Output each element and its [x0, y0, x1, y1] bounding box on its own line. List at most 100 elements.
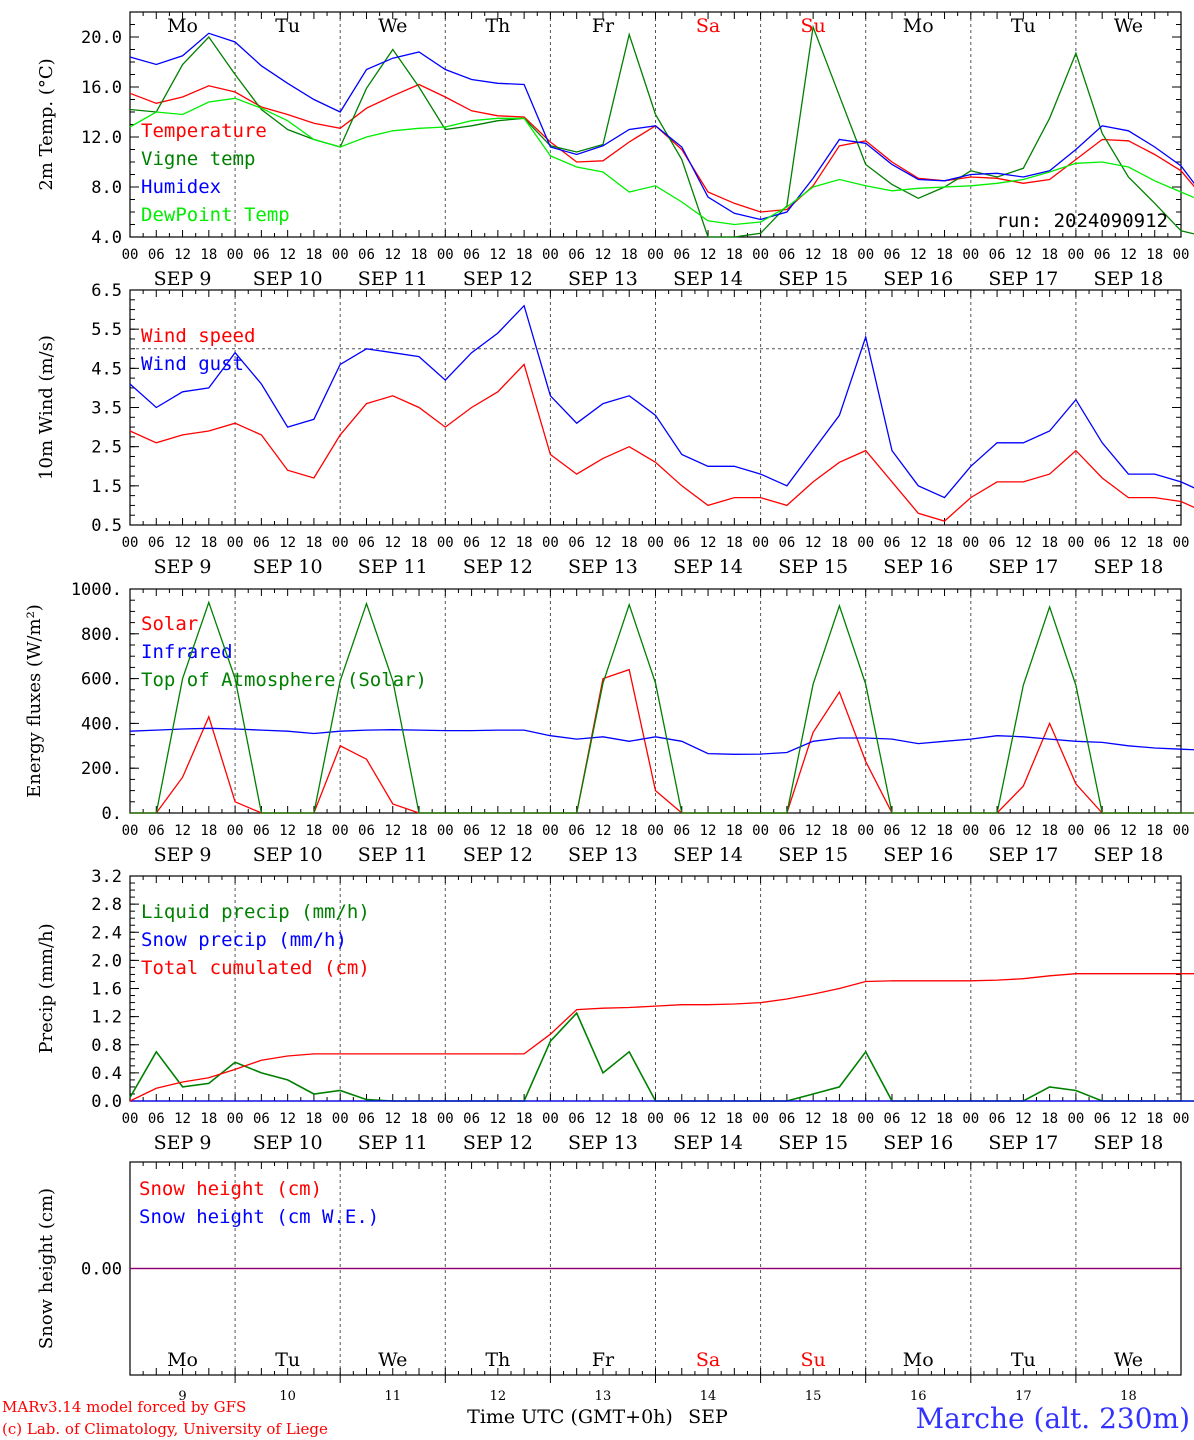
- hour-label: 12: [1015, 1111, 1032, 1127]
- day-name: We: [378, 1349, 407, 1371]
- hour-label: 06: [1094, 247, 1111, 263]
- hour-label: 00: [437, 247, 454, 263]
- hour-label: 06: [463, 1111, 480, 1127]
- date-label: SEP 16: [883, 844, 953, 866]
- y-tick-label: 800.: [81, 625, 122, 645]
- hour-label: 12: [489, 823, 506, 839]
- hour-label: 00: [332, 823, 349, 839]
- hour-label: 12: [700, 1111, 717, 1127]
- date-label: SEP 15: [778, 556, 848, 578]
- hour-label: 06: [358, 247, 375, 263]
- series-line: [129, 304, 1194, 499]
- hour-label: 00: [962, 247, 979, 263]
- date-number: 13: [595, 1389, 612, 1404]
- hour-label: 00: [1067, 247, 1084, 263]
- hour-label: 12: [1120, 247, 1137, 263]
- hour-label: 12: [174, 247, 191, 263]
- date-number: 12: [490, 1389, 507, 1404]
- date-label: SEP 18: [1094, 268, 1164, 290]
- y-tick-label: 3.5: [91, 399, 122, 419]
- legend-entry: Snow height (cm): [139, 1178, 322, 1200]
- y-tick-label: 4.5: [91, 359, 122, 379]
- date-label: SEP 10: [253, 844, 323, 866]
- hour-label: 18: [1041, 247, 1058, 263]
- hour-label: 06: [568, 1111, 585, 1127]
- hour-label: 00: [1067, 1111, 1084, 1127]
- y-axis-label: 2m Temp. (°C): [36, 58, 57, 190]
- hour-label: 12: [1015, 247, 1032, 263]
- hour-label: 18: [1146, 823, 1163, 839]
- hour-label: 12: [700, 535, 717, 551]
- hour-label: 18: [411, 247, 428, 263]
- panel-4: 0.0 0.4 0.8 1.2 1.6 2.0 2.4 2.8 3.2 Precip (mm/h)…: [36, 867, 1194, 1154]
- y-tick-label: 12.0: [81, 128, 122, 148]
- date-label: SEP 12: [463, 844, 533, 866]
- day-name: Mo: [167, 1349, 198, 1371]
- hour-label: 18: [1041, 535, 1058, 551]
- series-line: [129, 973, 1194, 1102]
- hour-label: 18: [936, 535, 953, 551]
- hour-label: 06: [148, 535, 165, 551]
- hour-label: 00: [332, 1111, 349, 1127]
- date-label: SEP 11: [358, 1132, 428, 1154]
- hour-label: 18: [305, 535, 322, 551]
- hour-label: 00: [857, 1111, 874, 1127]
- hour-label: 06: [1094, 823, 1111, 839]
- hour-label: 18: [516, 1111, 533, 1127]
- hour-label: 18: [621, 247, 638, 263]
- date-number: 9: [178, 1389, 186, 1404]
- hour-label: 00: [962, 823, 979, 839]
- hour-label: 06: [568, 535, 585, 551]
- day-name: We: [1114, 1349, 1143, 1371]
- date-label: SEP 14: [673, 556, 743, 578]
- legend-entry: Liquid precip (mm/h): [141, 901, 370, 923]
- y-tick-label: 1.5: [91, 477, 122, 497]
- y-tick-label: 8.0: [91, 178, 122, 198]
- y-tick-label: 4.0: [91, 228, 122, 248]
- date-label: SEP 15: [778, 1132, 848, 1154]
- legend-entry: Snow height (cm W.E.): [139, 1206, 379, 1228]
- hour-label: 18: [621, 823, 638, 839]
- hour-label: 06: [253, 535, 270, 551]
- hour-label: 00: [437, 1111, 454, 1127]
- hour-label: 12: [1120, 823, 1137, 839]
- day-name: Su: [801, 15, 826, 37]
- date-label: SEP 9: [154, 556, 212, 578]
- series-line: [130, 600, 1194, 814]
- hour-label: 12: [910, 247, 927, 263]
- hour-label: 18: [516, 823, 533, 839]
- date-label: SEP 11: [358, 556, 428, 578]
- hour-label: 18: [200, 823, 217, 839]
- panel-frame: [129, 588, 1182, 814]
- date-number: 11: [384, 1389, 401, 1404]
- hour-label: 00: [857, 247, 874, 263]
- hour-label: 00: [1173, 535, 1190, 551]
- hour-label: 18: [1041, 1111, 1058, 1127]
- hour-label: 00: [1173, 1111, 1190, 1127]
- hour-label: 18: [1041, 823, 1058, 839]
- hour-label: 18: [936, 247, 953, 263]
- hour-label: 12: [910, 823, 927, 839]
- hour-label: 00: [542, 535, 559, 551]
- date-label: SEP 13: [568, 1132, 638, 1154]
- y-tick-label: 3.2: [91, 867, 122, 887]
- hour-label: 18: [936, 1111, 953, 1127]
- date-label: SEP 10: [253, 1132, 323, 1154]
- hour-label: 12: [489, 247, 506, 263]
- hour-label: 18: [831, 823, 848, 839]
- date-label: SEP 17: [988, 844, 1058, 866]
- hour-label: 06: [1094, 1111, 1111, 1127]
- day-name: Sa: [696, 15, 720, 37]
- date-label: SEP 16: [883, 1132, 953, 1154]
- hour-label: 00: [227, 247, 244, 263]
- date-label: SEP 16: [883, 556, 953, 578]
- hour-label: 12: [595, 823, 612, 839]
- day-name: Fr: [592, 1349, 615, 1371]
- date-label: SEP 13: [568, 844, 638, 866]
- day-name: Th: [485, 15, 510, 37]
- date-label: SEP 18: [1094, 556, 1164, 578]
- hour-label: 18: [936, 823, 953, 839]
- hour-label: 12: [595, 1111, 612, 1127]
- hour-label: 00: [752, 823, 769, 839]
